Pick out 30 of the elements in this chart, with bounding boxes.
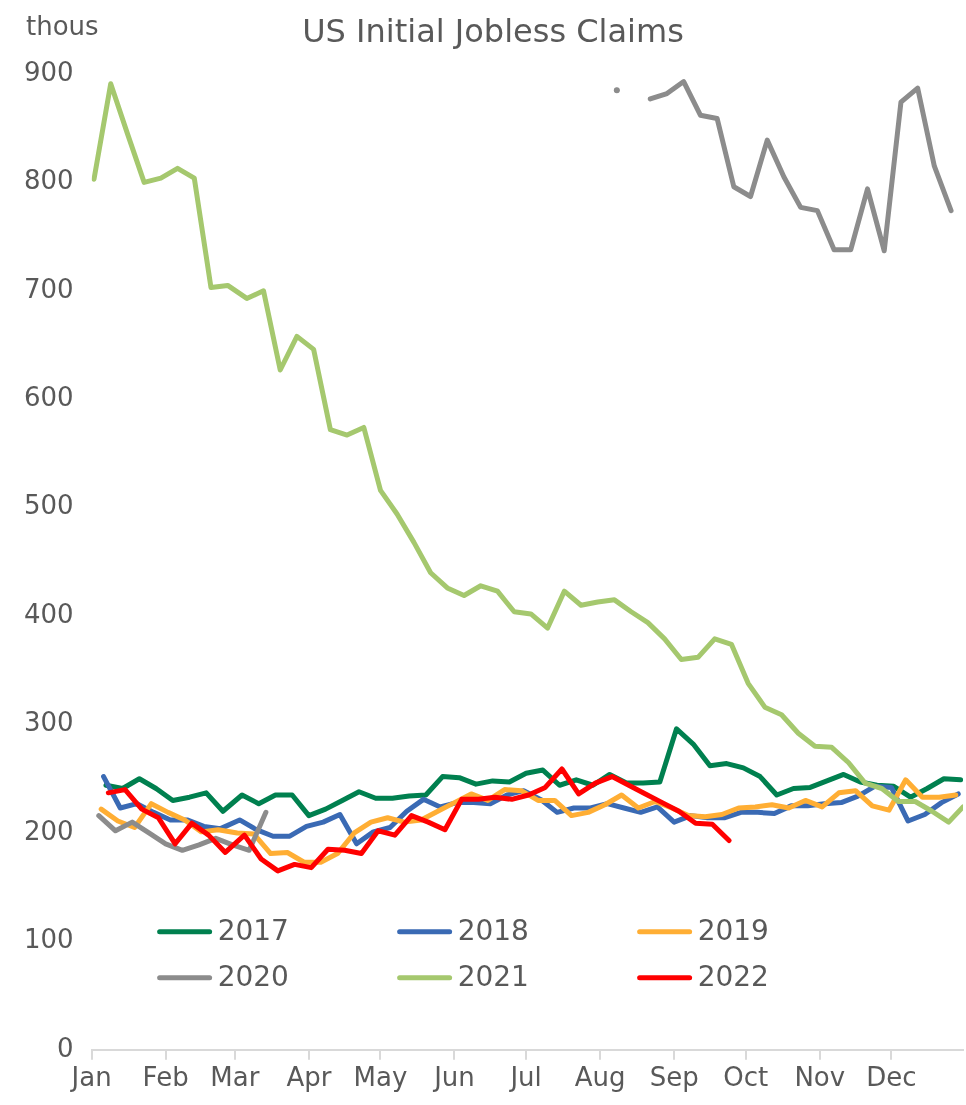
x-tick-label: Jun [432,1062,475,1093]
chart-title: US Initial Jobless Claims [302,12,684,51]
legend-label: 2022 [697,960,769,994]
legend-label: 2017 [217,914,289,948]
x-tick-label: Feb [142,1062,189,1093]
y-tick-label: 200 [23,815,74,846]
y-tick-label: 600 [23,382,74,413]
y-tick-label: 100 [23,924,74,955]
y-tick-label: 800 [23,165,74,196]
x-tick-label: May [353,1062,408,1093]
legend-label: 2018 [457,914,529,948]
y-axis-title: thous [26,10,99,41]
legend-label: 2020 [217,960,289,994]
legend-label: 2021 [457,960,529,994]
y-tick-label: 300 [23,707,74,738]
legend-label: 2019 [697,914,769,948]
x-tick-label: Jul [508,1062,542,1093]
y-tick-label: 700 [23,273,74,304]
x-tick-label: Mar [210,1062,260,1093]
x-tick-label: Apr [286,1062,332,1093]
y-tick-label: 900 [23,56,74,87]
x-tick-label: Dec [866,1062,917,1093]
x-tick-label: Jan [69,1062,112,1093]
y-tick-label: 400 [23,598,74,629]
x-tick-label: Aug [574,1062,626,1093]
x-tick-label: Nov [794,1062,846,1093]
y-tick-label: 500 [23,490,74,521]
x-tick-label: Oct [723,1062,769,1093]
x-tick-label: Sep [649,1062,699,1093]
y-tick-label: 0 [57,1032,74,1063]
